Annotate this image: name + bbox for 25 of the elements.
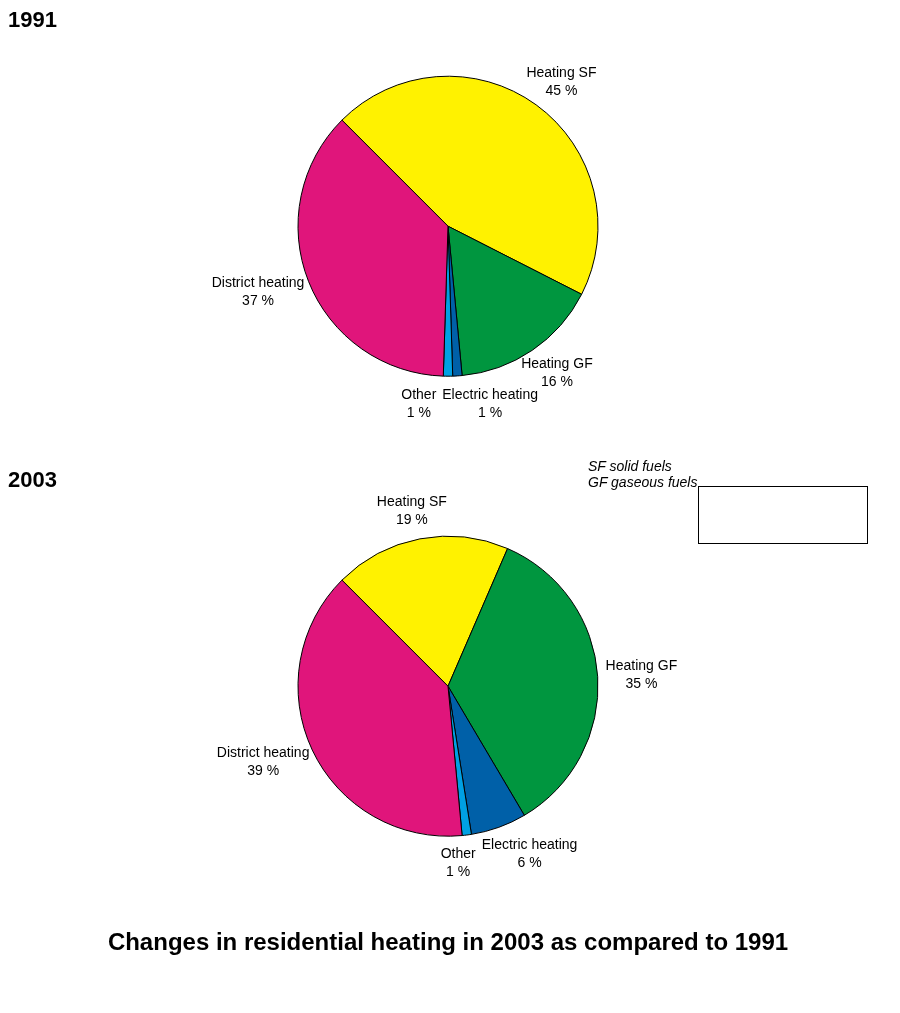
text: Changes in residential heating in 2003 as compared to 1991 <box>106 928 790 956</box>
slice-label: Heating GF <box>605 656 678 673</box>
slice-label: Electric heating <box>481 835 578 852</box>
text: 1991 <box>8 7 57 33</box>
slice-label: Heating GF <box>521 355 593 372</box>
data-label: 19 % <box>395 511 428 528</box>
data-label: 1 % <box>406 404 431 421</box>
data-label: 6 % <box>517 853 542 870</box>
text: 2003 <box>8 467 57 493</box>
slice-label: Other <box>440 844 477 861</box>
slice-label: District heating <box>211 273 305 290</box>
slice-label: Heating SF <box>376 493 447 510</box>
data-label: 45 % <box>545 82 578 99</box>
data-label: 1 % <box>446 862 471 879</box>
data-label: 1 % <box>478 403 503 420</box>
text: GF gaseous fuels <box>588 474 699 490</box>
text: SF solid fuels <box>588 458 673 474</box>
slice-label: Other <box>401 386 437 403</box>
data-label: 39 % <box>247 761 280 778</box>
data-label: 35 % <box>625 674 658 691</box>
data-label: 16 % <box>540 373 573 390</box>
data-label: 37 % <box>242 291 275 308</box>
slice-label: District heating <box>216 743 310 760</box>
slice-label: Electric heating <box>442 385 539 402</box>
slice-label: Heating SF <box>526 64 597 81</box>
